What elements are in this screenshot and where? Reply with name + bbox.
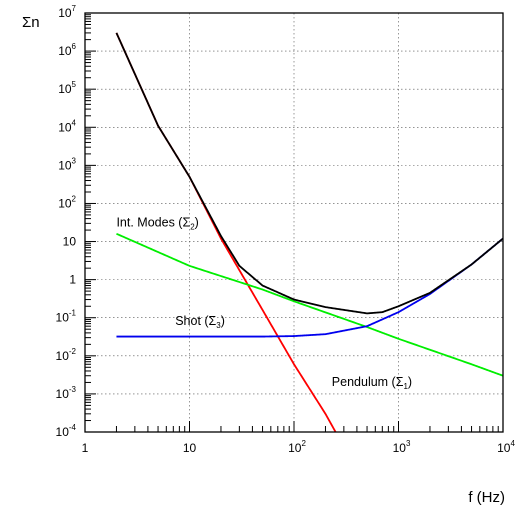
y-tick-label: 106 — [58, 42, 76, 58]
x-tick-label: 104 — [497, 439, 515, 455]
annotations: Int. Modes (Σ2) Shot (Σ3) Pendulum (Σ1) — [116, 215, 412, 391]
y-tick-label: 1 — [69, 273, 76, 287]
y-tick-label: 10 — [63, 235, 77, 249]
y-tick-labels: 10-4 10-3 10-2 10-1 1 10 102 103 104 105 106 107 — [56, 4, 77, 439]
x-axis-label: f (Hz) — [468, 489, 505, 506]
y-tick-label: 102 — [58, 194, 76, 210]
annotation-shot: Shot (Σ3) — [175, 314, 225, 330]
y-tick-label: 10-3 — [56, 385, 77, 401]
y-axis-label: Σn — [22, 14, 40, 31]
y-tick-label: 103 — [58, 156, 76, 172]
x-tick-label: 103 — [393, 439, 411, 455]
x-tick-labels: 1 10 102 103 104 — [82, 439, 516, 455]
y-tick-label: 105 — [58, 80, 76, 96]
y-tick-label: 10-2 — [56, 347, 77, 363]
x-tick-label: 10 — [183, 441, 197, 455]
plot-frame — [84, 12, 504, 433]
y-tick-label: 10-1 — [56, 309, 77, 325]
series-line-int_modes — [116, 232, 503, 377]
x-tick-label: 1 — [82, 441, 89, 455]
y-tick-label: 107 — [58, 4, 76, 20]
y-tick-label: 10-4 — [56, 423, 77, 439]
series-line-pendulum — [115, 32, 337, 432]
grid-lines — [85, 13, 503, 432]
series-group — [115, 32, 503, 432]
series-line-total — [115, 32, 503, 315]
annotation-int_modes: Int. Modes (Σ2) — [116, 215, 198, 231]
x-tick-label: 102 — [288, 439, 306, 455]
axis-ticks — [84, 12, 504, 433]
annotation-pendulum: Pendulum (Σ1) — [332, 375, 412, 391]
y-tick-label: 104 — [58, 118, 76, 134]
